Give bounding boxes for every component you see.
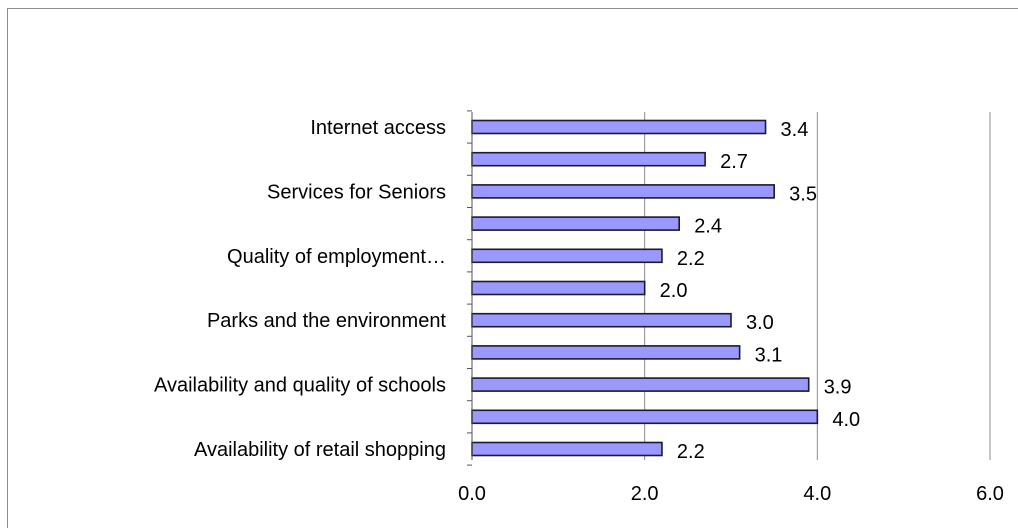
- category-label: Availability and quality of schools: [154, 375, 446, 397]
- bar: [471, 184, 775, 199]
- bars: [471, 119, 819, 457]
- value-label: 2.2: [677, 248, 705, 270]
- value-label: 4.0: [832, 409, 860, 431]
- bar: [471, 312, 732, 328]
- axes: [467, 110, 473, 466]
- bar: [471, 441, 663, 457]
- chart-frame: [7, 8, 1018, 528]
- bar: [471, 151, 706, 167]
- category-label: Internet access: [310, 117, 446, 139]
- x-tick-label: 2.0: [631, 483, 659, 505]
- value-label: 3.5: [789, 183, 817, 205]
- labels: 0.0 2.0 4.0 6.0 3.4 Internet access 2.7 3.5 Serv…: [154, 117, 1004, 505]
- category-label: Services for Seniors: [267, 181, 446, 203]
- value-label: 2.7: [720, 151, 748, 173]
- value-label: 3.1: [755, 344, 783, 366]
- bar: [471, 345, 741, 360]
- category-label: Quality of employment…: [227, 246, 446, 268]
- bar: [471, 409, 819, 425]
- bar: [471, 216, 680, 231]
- value-label: 2.4: [694, 216, 722, 238]
- bar: [471, 119, 767, 135]
- x-tick-label: 4.0: [803, 483, 831, 505]
- value-label: 3.4: [781, 119, 809, 141]
- category-label: Availability of retail shopping: [194, 439, 446, 461]
- value-label: 2.2: [677, 441, 705, 463]
- value-label: 3.9: [824, 377, 852, 399]
- x-tick-label: 0.0: [458, 483, 486, 505]
- value-label: 2.0: [660, 280, 688, 302]
- bar: [471, 377, 810, 392]
- bar: [471, 248, 663, 264]
- category-label: Parks and the environment: [207, 310, 446, 332]
- bar: [471, 280, 646, 296]
- x-tick-label: 6.0: [976, 483, 1004, 505]
- value-label: 3.0: [746, 312, 774, 334]
